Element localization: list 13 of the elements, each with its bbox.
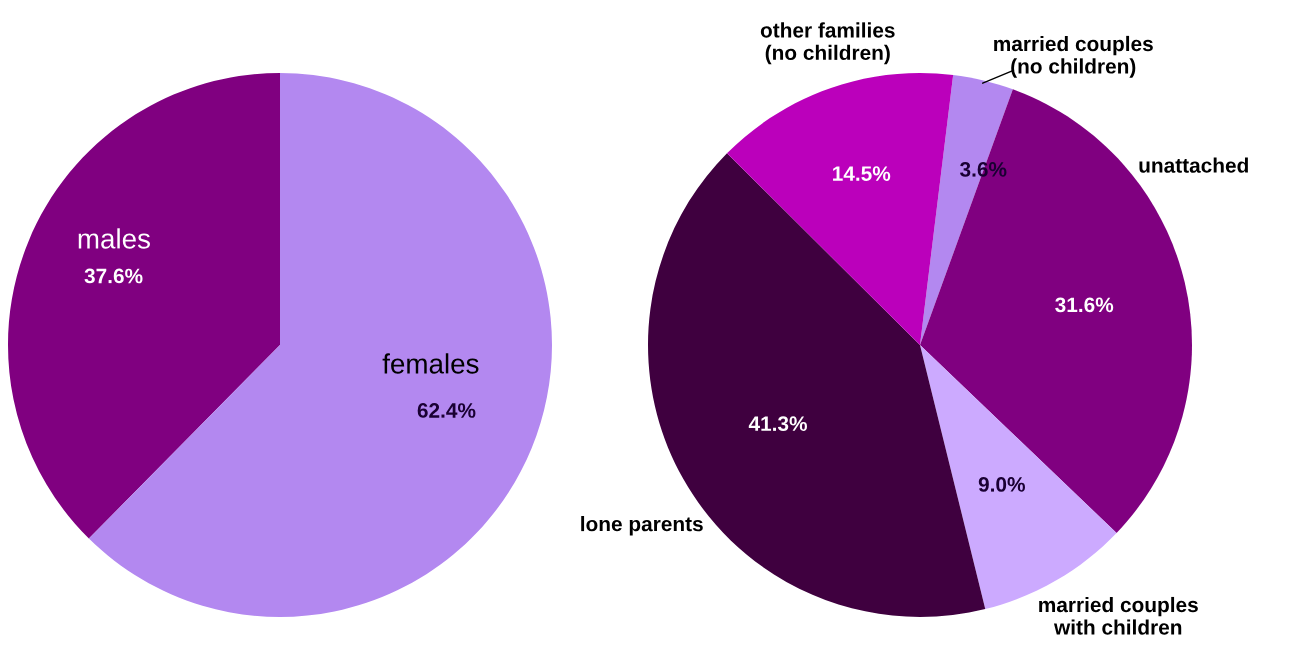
slice-label: married couples with children: [1039, 596, 1198, 635]
data-label: 9.0%: [978, 477, 1025, 492]
slice-label: lone parents: [581, 516, 703, 536]
data-label: 37.6%: [84, 268, 143, 284]
data-label: 31.6%: [1055, 297, 1114, 313]
slice-label: unattached: [1139, 157, 1248, 173]
data-label: 62.4%: [417, 403, 476, 418]
slice-label: males: [78, 228, 150, 249]
slice-label: married couples (no children): [994, 35, 1153, 78]
data-label: 14.5%: [833, 166, 891, 181]
slice-label: other families (no children): [760, 22, 895, 65]
slice-label: females: [382, 353, 479, 374]
data-label: 41.3%: [748, 416, 807, 432]
